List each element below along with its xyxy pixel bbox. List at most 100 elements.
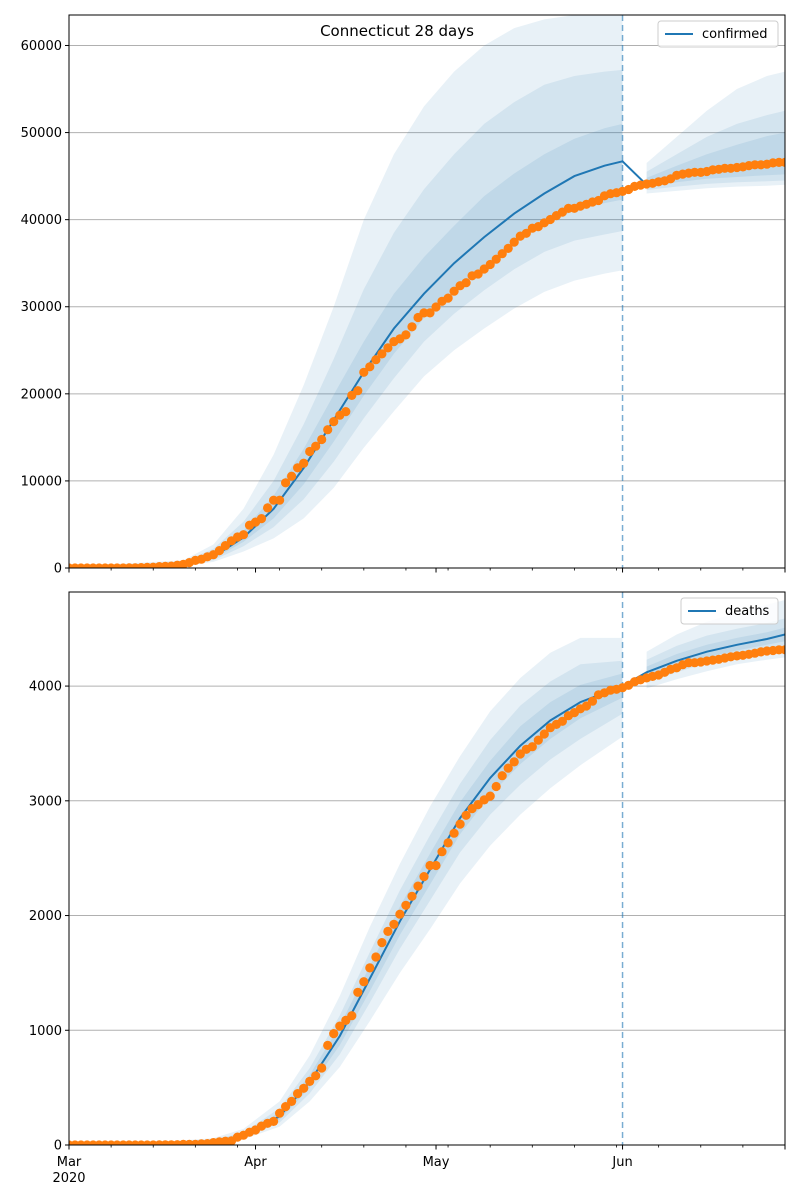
deaths-observed-point: [377, 938, 387, 948]
deaths-observed-point: [383, 926, 393, 937]
confirmed-observed-point: [329, 417, 339, 427]
deaths-legend: deaths: [680, 597, 779, 625]
confirmed-observed-point: [509, 237, 519, 247]
confirmed-observed-point: [497, 249, 507, 259]
legend-label-deaths: deaths: [725, 604, 770, 619]
confirmed-x-axis: [68, 568, 786, 573]
x-tick-label: Jun: [611, 1155, 632, 1170]
deaths-observed-point: [587, 696, 598, 706]
deaths-observed-point: [281, 1102, 291, 1112]
deaths-observed-point: [491, 781, 501, 792]
deaths-observed-point: [365, 963, 375, 973]
deaths-observed-point: [401, 900, 411, 910]
confirmed-observed-point: [281, 478, 291, 488]
deaths-observed-point: [497, 771, 507, 781]
deaths-observed-point: [317, 1063, 327, 1073]
confirmed-axes-frame: [68, 14, 786, 569]
confirmed-observed-point: [503, 243, 513, 253]
confirmed-observed-point: [371, 355, 381, 365]
deaths-observed-point: [461, 810, 471, 820]
deaths-observed-point: [305, 1076, 315, 1086]
confirmed-observed-point: [263, 503, 273, 513]
deaths-observed-point: [419, 872, 429, 882]
confirmed-observed-points: [69, 157, 785, 568]
deaths-observed-point: [347, 1011, 357, 1021]
deaths-observed-point: [431, 860, 441, 871]
confirmed-observed-point: [256, 514, 267, 524]
deaths-observed-point: [485, 791, 495, 801]
confirmed-y-tick-label: 40000: [21, 213, 62, 228]
confirmed-plot-border: [68, 14, 786, 569]
deaths-observed-point: [527, 742, 537, 752]
confirmed-observed-point: [780, 157, 785, 167]
deaths-observed-point: [371, 952, 381, 962]
x-tick-label: Apr: [244, 1155, 267, 1170]
confirmed-observed-point: [353, 386, 363, 396]
confirmed-uncertainty-band: [69, 123, 623, 568]
deaths-observed-point: [395, 909, 405, 919]
chart-title: Connecticut 28 days: [320, 22, 474, 40]
confirmed-observed-point: [365, 362, 375, 372]
deaths-observed-point: [455, 819, 465, 829]
confirmed-observed-point: [341, 407, 351, 417]
confirmed-observed-point: [407, 322, 417, 332]
x-tick-label: May: [423, 1155, 450, 1170]
confirmed-observed-point: [473, 269, 483, 279]
deaths-y-tick-label: 2000: [29, 909, 62, 924]
confirmed-y-tick-label: 50000: [21, 126, 62, 141]
deaths-observed-point: [323, 1040, 333, 1050]
deaths-observed-point: [780, 645, 785, 655]
deaths-observed-point: [299, 1083, 309, 1093]
confirmed-panel: 0 10000 20000 30000 40000 50000 60000 confirme…: [21, 14, 786, 577]
confirmed-observed-point: [305, 446, 315, 457]
deaths-plot-border: [68, 591, 786, 1146]
confirmed-uncertainty-band: [69, 69, 623, 568]
confirmed-observed-point: [443, 293, 453, 303]
deaths-observed-point: [443, 838, 453, 848]
confirmed-observed-point: [377, 349, 387, 359]
deaths-observed-point: [269, 1116, 279, 1126]
confirmed-observed-point: [431, 302, 441, 312]
confirmed-observed-point: [299, 458, 309, 468]
deaths-observed-point: [539, 729, 549, 739]
deaths-observed-point: [503, 763, 513, 773]
confirmed-uncertainty-band: [69, 15, 623, 568]
confirmed-observed-point: [485, 259, 495, 270]
deaths-observed-point: [533, 735, 543, 745]
deaths-y-tick-label: 3000: [29, 794, 62, 809]
confirmed-observed-point: [461, 278, 471, 288]
deaths-uncertainty-band: [69, 637, 623, 1145]
deaths-observed-point: [359, 977, 369, 987]
confirmed-y-tick-label: 10000: [21, 474, 62, 489]
confirmed-observed-point: [425, 308, 435, 318]
confirmed-gridlines: [69, 44, 785, 569]
deaths-uncertainty-band: [69, 673, 623, 1145]
deaths-uncertainty-band: [646, 627, 785, 678]
deaths-uncertainty-band: [69, 660, 623, 1145]
confirmed-observed-point: [521, 228, 531, 238]
deaths-observed-point: [437, 847, 447, 857]
x-tick-year-label: 2020: [52, 1171, 85, 1186]
deaths-observed-point: [407, 891, 417, 901]
deaths-observed-point: [353, 987, 363, 997]
deaths-observed-point: [293, 1089, 303, 1099]
confirmed-observed-point: [311, 441, 321, 451]
confirmed-y-tick-label: 20000: [21, 387, 62, 402]
deaths-observed-point: [557, 716, 568, 726]
confirmed-y-axis: 0 10000 20000 30000 40000 50000 60000: [21, 39, 69, 577]
deaths-observed-point: [329, 1029, 339, 1039]
deaths-observed-point: [275, 1108, 285, 1118]
deaths-uncertainty-bands: [69, 600, 785, 1145]
confirmed-observed-point: [317, 434, 327, 445]
deaths-observed-point: [449, 828, 459, 838]
confirmed-observed-point: [275, 495, 285, 505]
confirmed-observed-point: [238, 530, 249, 540]
confirmed-observed-point: [323, 425, 333, 435]
confirmed-observed-point: [401, 330, 411, 340]
confirmed-y-tick-label: 0: [54, 562, 62, 577]
confirmed-legend: confirmed: [657, 20, 779, 48]
confirmed-observed-point: [491, 254, 501, 264]
confirmed-y-tick-label: 30000: [21, 300, 62, 315]
